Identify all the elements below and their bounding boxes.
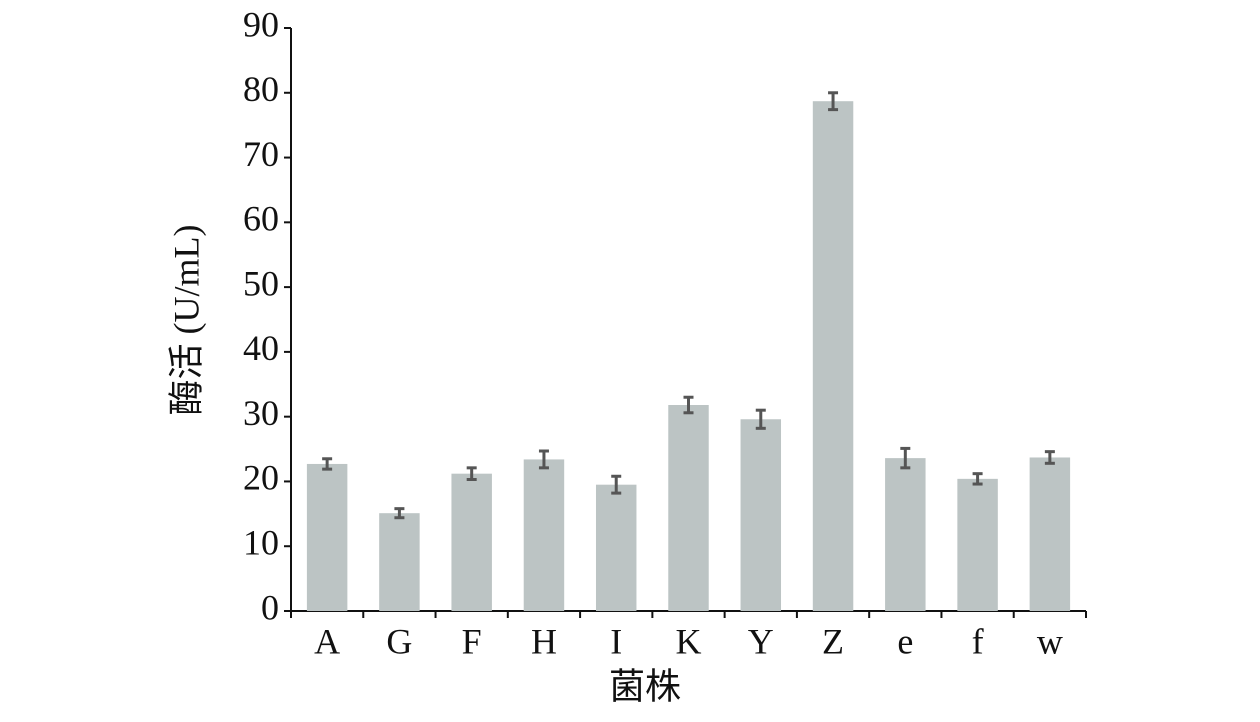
bar [595, 484, 637, 611]
error-bar [828, 91, 839, 112]
y-axis-label: 酶活 (U/mL) [166, 225, 206, 416]
y-tick-label: 0 [261, 587, 279, 627]
error-bar [755, 408, 766, 430]
x-tick-label: F [462, 621, 482, 661]
x-tick-label: G [386, 621, 412, 661]
error-bar [466, 466, 477, 482]
x-tick-label: K [676, 621, 702, 661]
y-tick-label: 30 [243, 393, 279, 433]
x-tick-label: A [314, 621, 340, 661]
x-axis-label: 菌株 [609, 666, 681, 706]
error-bar [394, 507, 405, 520]
error-bar [611, 474, 622, 495]
y-tick-label: 20 [243, 458, 279, 498]
error-bar [538, 449, 549, 470]
bar [451, 473, 492, 611]
bar [523, 459, 565, 611]
error-bar [1044, 450, 1055, 465]
bar [885, 458, 926, 611]
bar [1029, 457, 1071, 611]
y-tick-label: 90 [243, 4, 279, 44]
error-bar [972, 472, 983, 486]
error-bar [900, 446, 911, 470]
x-tick-label: e [897, 621, 913, 661]
error-bar [322, 457, 333, 471]
y-tick-label: 10 [243, 522, 279, 562]
y-tick-label: 70 [243, 134, 279, 174]
bar [668, 405, 709, 611]
x-tick-label: I [610, 621, 622, 661]
bar [306, 463, 348, 611]
error-bar [683, 395, 694, 415]
y-tick-label: 60 [243, 199, 279, 239]
bar [812, 101, 854, 612]
bar [379, 513, 420, 611]
x-tick-label: Z [822, 621, 844, 661]
x-tick-label: H [531, 621, 557, 661]
y-tick-label: 50 [243, 263, 279, 303]
x-tick-label: Y [748, 621, 774, 661]
x-tick-label: w [1037, 621, 1063, 661]
bar [957, 478, 998, 611]
x-tick-label: f [972, 621, 984, 661]
bar [740, 419, 782, 611]
y-tick-label: 80 [243, 69, 279, 109]
y-tick-label: 40 [243, 328, 279, 368]
